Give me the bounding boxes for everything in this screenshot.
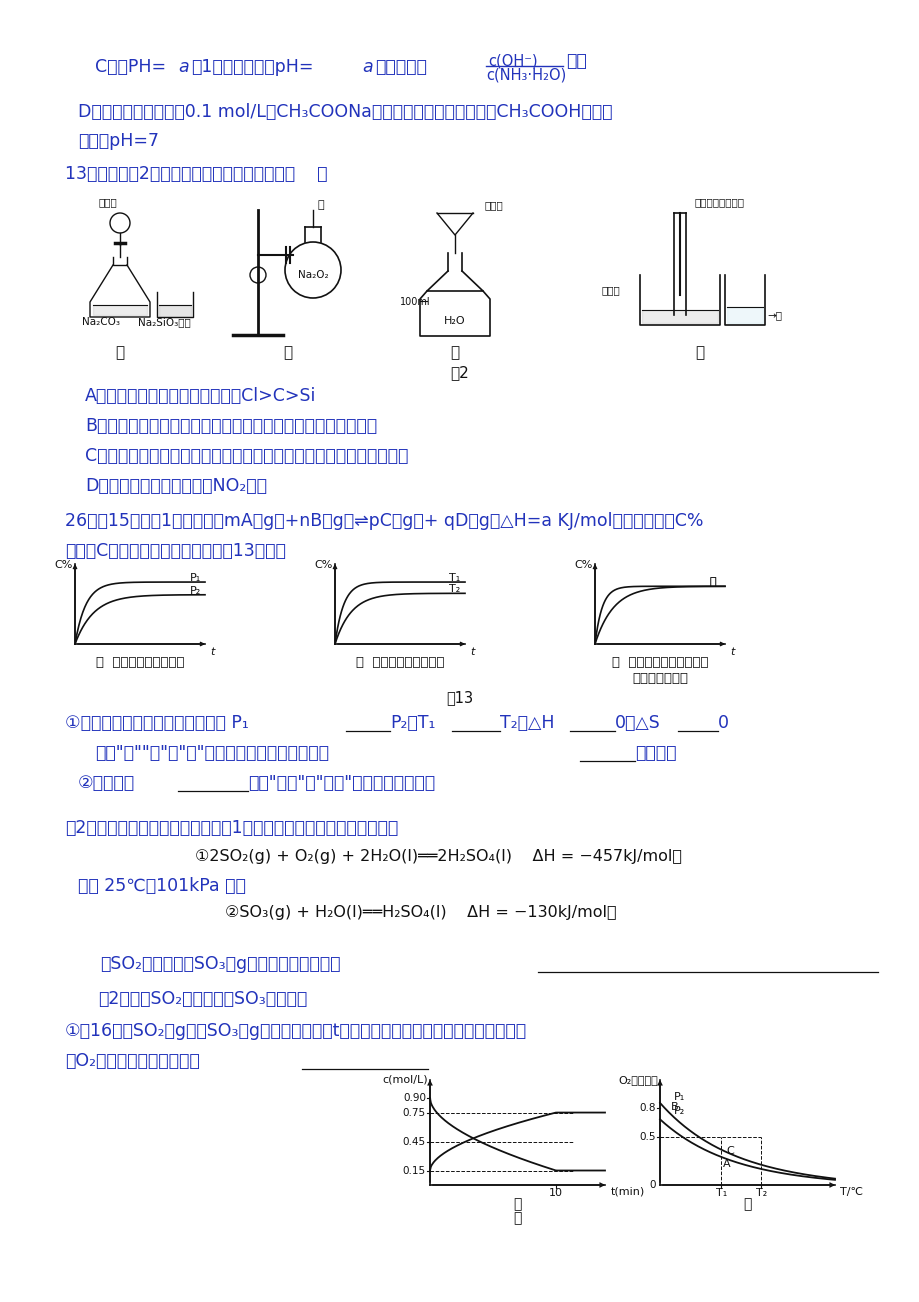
Text: O₂的转化率: O₂的转化率 [618,1075,657,1085]
Text: →水: →水 [766,310,781,320]
Text: Na₂CO₃: Na₂CO₃ [82,316,119,327]
Text: a: a [361,59,372,76]
Text: t: t [729,647,733,658]
Text: H₂O: H₂O [444,316,465,326]
Text: A．图甲可以证明非金属性强弱：Cl>C>Si: A．图甲可以证明非金属性强弱：Cl>C>Si [85,387,316,405]
Text: 10: 10 [549,1187,562,1198]
Text: C．图丙中配制一定物质的量浓度的硫酸溶液不能直接在容量瓶中进行: C．图丙中配制一定物质的量浓度的硫酸溶液不能直接在容量瓶中进行 [85,447,408,465]
Text: 0.90: 0.90 [403,1094,425,1103]
Text: 图13: 图13 [446,690,473,704]
Text: T₁: T₁ [715,1187,726,1198]
Text: （填"高温"或"低温"）下能自发进行。: （填"高温"或"低温"）下能自发进行。 [248,773,435,792]
Text: 用O₂表示的平均反应速率为: 用O₂表示的平均反应速率为 [65,1052,199,1070]
Text: c(mol/L): c(mol/L) [382,1075,427,1085]
Text: T₂: T₂ [755,1187,766,1198]
Text: P₁: P₁ [189,573,200,583]
Text: a: a [177,59,188,76]
Text: 乙  表示温度不同的曲线: 乙 表示温度不同的曲线 [356,656,444,669]
Text: P₂: P₂ [674,1107,685,1116]
Text: T₂，△H: T₂，△H [499,713,554,732]
Text: ②SO₃(g) + H₂O(l)══H₂SO₄(l)    ΔH = −130kJ/mol。: ②SO₃(g) + H₂O(l)══H₂SO₄(l) ΔH = −130kJ/m… [225,905,616,921]
Text: ①2SO₂(g) + O₂(g) + 2H₂O(l)══2H₂SO₄(l)    ΔH = −457kJ/mol；: ①2SO₂(g) + O₂(g) + 2H₂O(l)══2H₂SO₄(l) ΔH… [195,849,681,865]
Text: T₂: T₂ [448,585,460,594]
Text: 可上下移动的铜丝: 可上下移动的铜丝 [694,197,744,207]
Text: 浓硫酸: 浓硫酸 [484,201,504,210]
Text: 26、（15分）（1）可逆反应mA（g）+nB（g）⇌pC（g）+ qD（g）△H=a KJ/mol，反应时间与C%: 26、（15分）（1）可逆反应mA（g）+nB（g）⇌pC（g）+ qD（g）△… [65,512,703,530]
Text: T/℃: T/℃ [839,1187,862,1197]
Text: ②该反应在: ②该反应在 [78,773,135,792]
Text: （2）对于SO₂催化氧化为SO₃的反应。: （2）对于SO₂催化氧化为SO₃的反应。 [98,990,307,1008]
Text: 0.15: 0.15 [403,1165,425,1176]
Text: 已知 25℃、101kPa 时：: 已知 25℃、101kPa 时： [78,878,245,894]
Text: B: B [670,1101,677,1112]
Text: 乙: 乙 [742,1197,751,1211]
Text: 甲: 甲 [512,1211,521,1225]
Text: T₁: T₁ [448,573,460,583]
Text: D．图丁可制备并收集少量NO₂气体: D．图丁可制备并收集少量NO₂气体 [85,477,267,495]
Text: （产物C的体积分数）函数关系如图13所示。: （产物C的体积分数）函数关系如图13所示。 [65,542,286,560]
Text: 13．下列对图2所示的实验操作评价合理的是（    ）: 13．下列对图2所示的实验操作评价合理的是（ ） [65,165,327,184]
Text: 0: 0 [649,1180,655,1190]
Text: 的过程中，: 的过程中， [375,59,426,76]
Text: D、常温下，向浓度为0.1 mol/L的CH₃COONa溶液中加入等体积等浓度的CH₃COOH，混合: D、常温下，向浓度为0.1 mol/L的CH₃COONa溶液中加入等体积等浓度的… [78,103,612,121]
Text: 甲: 甲 [115,345,124,359]
Text: P₁: P₁ [674,1091,685,1101]
Text: c(OH⁻): c(OH⁻) [487,53,537,68]
Text: 0: 0 [717,713,728,732]
Text: t: t [470,647,474,658]
Text: 甲: 甲 [709,577,715,587]
Text: C%: C% [314,560,333,570]
Text: t(min): t(min) [610,1187,644,1197]
Text: C．将PH=: C．将PH= [95,59,166,76]
Text: P₂: P₂ [189,586,200,596]
Text: ＋1的氨水稀释为pH=: ＋1的氨水稀释为pH= [191,59,313,76]
Text: P₂，T₁: P₂，T₁ [390,713,435,732]
Text: B．图乙装置可用来制备少量氧气，并且控制反应的发生与停止: B．图乙装置可用来制备少量氧气，并且控制反应的发生与停止 [85,417,377,435]
Text: 变小: 变小 [565,52,586,70]
Text: C: C [726,1146,733,1156]
Text: 丁: 丁 [695,345,704,359]
Text: 0.45: 0.45 [403,1137,425,1147]
Text: 甲  表示压强不同的曲线: 甲 表示压强不同的曲线 [96,656,184,669]
Text: C%: C% [54,560,73,570]
Text: 0.75: 0.75 [403,1108,425,1117]
Text: t: t [210,647,214,658]
Text: 100ml: 100ml [400,297,430,307]
Text: （填"＞""＜"或"＝"），图丙中使用催化剂的是: （填"＞""＜"或"＝"），图丙中使用催化剂的是 [95,743,329,762]
Text: 水: 水 [318,201,324,210]
Text: （2）硫及其化合物有广泛应用。（1）硫酸生产过程中涉及以下反应。: （2）硫及其化合物有广泛应用。（1）硫酸生产过程中涉及以下反应。 [65,819,398,837]
Text: ①据上述信息试比较下列大小关系 P₁: ①据上述信息试比较下列大小关系 P₁ [65,713,249,732]
Text: 丙: 丙 [450,345,460,359]
Text: 甲: 甲 [512,1197,521,1211]
Text: 用催化剂的曲线: 用催化剂的曲线 [631,672,687,685]
Text: 反应线。: 反应线。 [634,743,675,762]
Text: 乙: 乙 [709,577,715,587]
Text: 0.5: 0.5 [639,1131,655,1142]
Text: ①图16甲是SO₂（g）和SO₃（g）的浓度随时间t的变化情况。反应从开始到达到平衡时，: ①图16甲是SO₂（g）和SO₃（g）的浓度随时间t的变化情况。反应从开始到达到… [65,1022,527,1040]
Text: c(NH₃·H₂O): c(NH₃·H₂O) [485,66,565,82]
Text: 0.8: 0.8 [639,1103,655,1113]
Text: C%: C% [574,560,593,570]
Text: 则SO₂催化氧化为SO₃（g）的热化学方程式为: 则SO₂催化氧化为SO₃（g）的热化学方程式为 [100,954,340,973]
Text: 溶液的pH=7: 溶液的pH=7 [78,132,159,150]
Text: 丙  表示使用催化剂和未使: 丙 表示使用催化剂和未使 [611,656,708,669]
Text: 乙: 乙 [283,345,292,359]
Text: 稀盐酸: 稀盐酸 [98,197,118,207]
Text: 浓硝酸: 浓硝酸 [601,285,620,296]
Text: Na₂SiO₃溶液: Na₂SiO₃溶液 [138,316,190,327]
Text: 图2: 图2 [450,365,469,380]
Text: 0，△S: 0，△S [614,713,660,732]
Text: A: A [722,1159,730,1169]
Text: Na₂O₂: Na₂O₂ [298,270,328,280]
